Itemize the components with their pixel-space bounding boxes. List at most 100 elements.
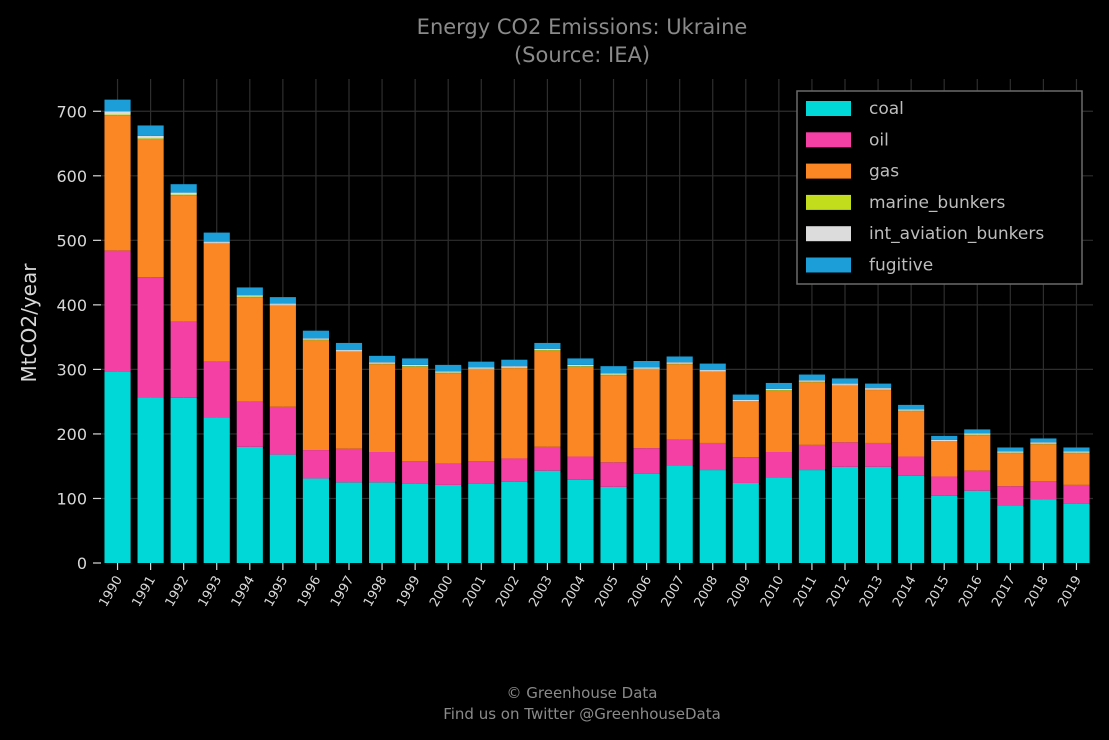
bar-int_aviation_bunkers-2016 (964, 433, 991, 435)
legend-label-int_aviation_bunkers: int_aviation_bunkers (869, 224, 1044, 244)
bar-marine_bunkers-1996 (302, 339, 329, 341)
bar-stack-2002 (501, 359, 528, 563)
bar-oil-2016 (964, 470, 991, 491)
y-tick-label: 500 (56, 231, 87, 250)
bar-int_aviation_bunkers-1994 (236, 295, 263, 297)
legend: coal oil gas marine_bunkers int_aviation_bun… (796, 90, 1083, 285)
bar-gas-2007 (666, 364, 693, 440)
bar-coal-1996 (302, 478, 329, 563)
bar-int_aviation_bunkers-2008 (699, 370, 726, 372)
bar-fugitive-2002 (501, 359, 528, 367)
y-axis-label: MtCO2/year (17, 263, 41, 383)
bar-coal-1991 (137, 397, 164, 563)
bar-marine_bunkers-2000 (435, 372, 462, 374)
bar-coal-1995 (269, 454, 296, 563)
bar-coal-2012 (831, 466, 859, 563)
bar-coal-2000 (435, 484, 462, 563)
bar-oil-2000 (435, 463, 462, 485)
bar-stack-2004 (567, 358, 594, 563)
x-axis: 1990 1991 1992 1993 1994 1995 1996 1997 1998 1999… (96, 563, 1085, 610)
bar-fugitive-2000 (435, 364, 462, 372)
bar-oil-2003 (534, 446, 561, 471)
bar-int_aviation_bunkers-1993 (203, 241, 230, 243)
bar-gas-2019 (1063, 453, 1090, 485)
bar-coal-2009 (732, 482, 759, 563)
x-tick-label: 2017 (989, 573, 1019, 609)
y-tick-label: 200 (56, 425, 87, 444)
x-tick-label: 2015 (923, 574, 953, 610)
bar-marine_bunkers-1998 (369, 363, 396, 365)
y-tick-label: 300 (56, 360, 87, 379)
bar-fugitive-2010 (765, 382, 792, 389)
bar-fugitive-1992 (170, 184, 197, 193)
bar-int_aviation_bunkers-2006 (633, 367, 660, 369)
bar-fugitive-2009 (732, 394, 759, 400)
bar-coal-1992 (170, 397, 197, 563)
bar-int_aviation_bunkers-2005 (600, 373, 627, 375)
legend-label-coal: coal (869, 99, 904, 119)
bar-int_aviation_bunkers-2003 (534, 348, 561, 351)
bar-marine_bunkers-2018 (1030, 443, 1057, 445)
chart-title-line1: Energy CO2 Emissions: Ukraine (417, 15, 748, 39)
x-tick-label: 1990 (96, 574, 126, 610)
bar-gas-2013 (865, 390, 892, 443)
legend-swatch-fugitive (806, 257, 851, 273)
bar-marine_bunkers-2003 (534, 350, 561, 351)
bar-marine_bunkers-2011 (798, 381, 825, 383)
bar-oil-2004 (567, 456, 594, 480)
bar-int_aviation_bunkers-2010 (765, 388, 792, 391)
x-tick-label: 1997 (328, 574, 358, 610)
bar-fugitive-1993 (203, 232, 230, 242)
bar-gas-2010 (765, 390, 792, 453)
bar-stack-1999 (402, 358, 429, 563)
bar-oil-2010 (765, 452, 792, 478)
bar-stack-2018 (1030, 438, 1057, 563)
bar-gas-2003 (534, 350, 561, 447)
bar-coal-2006 (633, 473, 660, 563)
bar-stack-1990 (104, 99, 131, 563)
bar-fugitive-2006 (633, 361, 660, 368)
x-tick-label: 1991 (130, 574, 160, 610)
bar-marine_bunkers-2006 (633, 368, 660, 370)
bar-int_aviation_bunkers-1996 (302, 338, 329, 340)
bar-stack-2012 (831, 378, 859, 563)
bar-fugitive-2013 (865, 383, 892, 389)
bar-fugitive-2001 (468, 361, 495, 368)
bar-fugitive-2014 (898, 404, 925, 410)
x-tick-label: 2007 (659, 574, 689, 610)
x-tick-label: 2018 (1022, 574, 1052, 610)
bar-gas-2009 (732, 401, 759, 458)
bar-coal-2016 (964, 490, 991, 563)
x-tick-label: 2002 (493, 574, 523, 610)
bar-gas-1990 (104, 115, 131, 251)
bar-coal-2001 (468, 483, 495, 563)
bar-stack-1991 (137, 125, 164, 563)
bar-marine_bunkers-2010 (765, 390, 792, 391)
bar-int_aviation_bunkers-1991 (137, 135, 164, 139)
bar-oil-1993 (203, 361, 230, 418)
x-tick-label: 2005 (592, 574, 622, 610)
y-tick-label: 0 (77, 554, 87, 573)
bar-fugitive-1994 (236, 287, 263, 296)
bar-gas-1998 (369, 364, 396, 453)
bar-gas-1992 (170, 195, 197, 322)
bar-stack-2000 (435, 364, 462, 563)
x-tick-label: 2019 (1055, 574, 1085, 610)
bar-oil-2019 (1063, 484, 1090, 504)
legend-frame (796, 90, 1083, 285)
bar-coal-2017 (997, 505, 1024, 563)
bar-gas-2016 (964, 435, 991, 471)
bar-fugitive-2015 (931, 435, 958, 440)
bar-fugitive-2003 (534, 342, 561, 349)
bar-coal-2011 (798, 470, 825, 563)
bar-stack-2001 (468, 361, 495, 563)
bar-int_aviation_bunkers-2004 (567, 364, 594, 367)
bar-oil-1997 (335, 448, 363, 483)
bar-oil-2007 (666, 439, 693, 466)
legend-label-gas: gas (869, 162, 899, 182)
bar-oil-2011 (798, 444, 825, 471)
y-tick-label: 100 (56, 489, 87, 508)
bar-stack-2014 (898, 404, 925, 563)
bar-coal-1999 (402, 483, 429, 563)
